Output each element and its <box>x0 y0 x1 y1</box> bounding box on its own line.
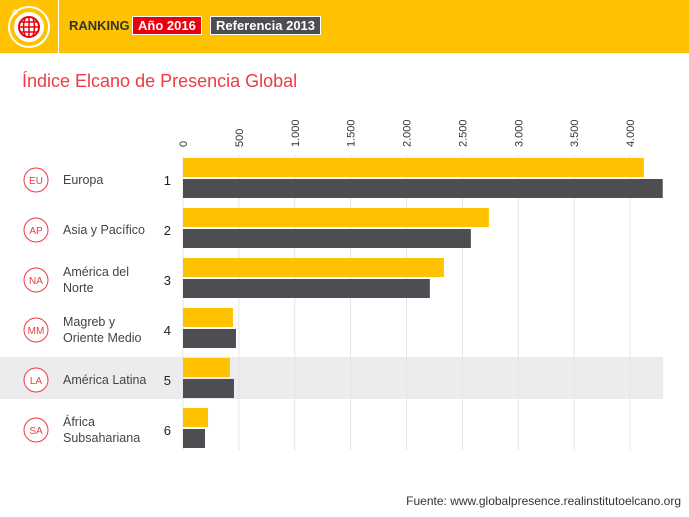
chart-title: Índice Elcano de Presencia Global <box>22 71 298 91</box>
region-abbr: LA <box>30 376 43 387</box>
region-badge-icon <box>23 217 49 243</box>
year-2016-button[interactable]: Año 2016 <box>132 16 202 35</box>
rank-number: 3 <box>164 273 171 288</box>
x-tick-label: 500 <box>234 129 246 147</box>
bar-2013[interactable] <box>183 229 471 248</box>
rank-number: 5 <box>164 373 171 388</box>
rank-number: 4 <box>164 323 171 338</box>
globe-icon[interactable] <box>0 0 59 53</box>
bar-2013[interactable] <box>183 429 206 448</box>
bar-2016[interactable] <box>183 408 209 427</box>
bar-2016[interactable] <box>183 308 233 327</box>
region-abbr: SA <box>29 426 43 437</box>
x-tick-label: 3.500 <box>569 119 581 147</box>
x-tick-label: 1.000 <box>290 119 302 147</box>
region-name: Magreb y <box>63 315 116 329</box>
ranking-label: RANKING <box>69 18 130 33</box>
bar-2016[interactable] <box>183 258 444 277</box>
region-name: América del <box>63 265 129 279</box>
x-tick-label: 1.500 <box>346 119 358 147</box>
x-tick-label: 4.000 <box>625 119 637 147</box>
region-name: África <box>63 414 95 429</box>
region-name: Subsahariana <box>63 431 140 445</box>
region-badge-icon <box>23 417 49 443</box>
region-abbr: NA <box>29 276 43 287</box>
region-badge-icon <box>23 367 49 393</box>
x-tick-label: 2.000 <box>402 119 414 147</box>
x-tick-label: 0 <box>178 141 190 147</box>
reference-2013-button[interactable]: Referencia 2013 <box>210 16 322 35</box>
bar-2013[interactable] <box>183 179 663 198</box>
highlight-row <box>0 357 663 399</box>
source-note: Fuente: www.globalpresence.realinstituto… <box>406 494 681 508</box>
bar-chart: 0 500 1.000 1.500 2.000 2.500 3.000 3.500 4.000 E… <box>0 119 663 450</box>
region-badge-icon <box>23 167 49 193</box>
region-name: Oriente Medio <box>63 331 142 345</box>
rank-number: 2 <box>164 223 171 238</box>
bar-2013[interactable] <box>183 279 430 298</box>
x-tick-label: 2.500 <box>457 119 469 147</box>
rank-number: 1 <box>164 173 171 188</box>
region-badge-icon <box>23 267 49 293</box>
region-abbr: EU <box>29 176 43 187</box>
region-badge-icon <box>23 317 49 343</box>
region-abbr: MM <box>28 326 45 337</box>
bar-2016[interactable] <box>183 358 230 377</box>
header: RANKING Año 2016 Referencia 2013 <box>0 0 689 53</box>
x-tick-label: 3.000 <box>513 119 525 147</box>
rank-number: 6 <box>164 423 171 438</box>
region-abbr: AP <box>29 226 43 237</box>
bar-2013[interactable] <box>183 379 234 398</box>
bar-2016[interactable] <box>183 158 644 177</box>
region-name: Asia y Pacífico <box>63 223 145 237</box>
region-name: América Latina <box>63 373 146 387</box>
region-name: Europa <box>63 173 103 187</box>
bar-2016[interactable] <box>183 208 489 227</box>
bar-2013[interactable] <box>183 329 236 348</box>
region-name: Norte <box>63 281 94 295</box>
